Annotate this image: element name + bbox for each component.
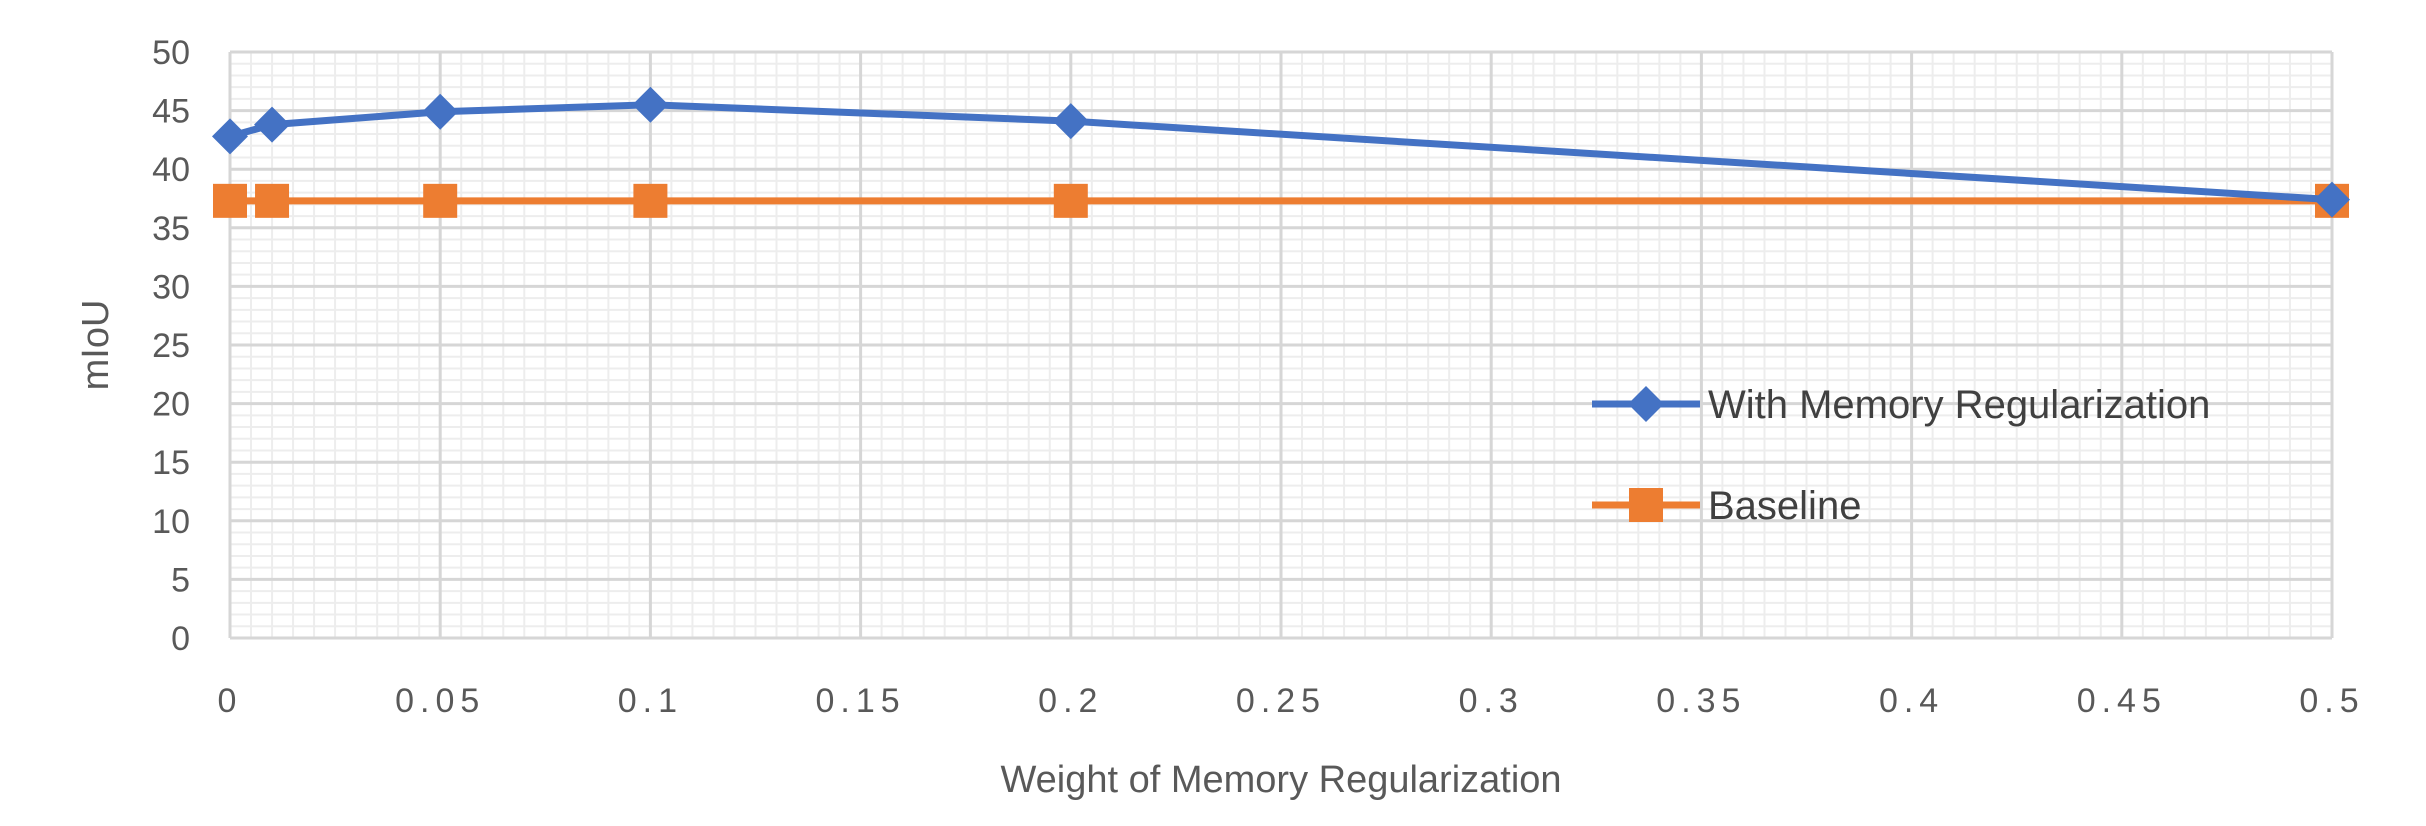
y-tick-label: 10	[152, 503, 190, 541]
y-tick-label: 25	[152, 327, 190, 365]
y-tick-label: 20	[152, 386, 190, 424]
data-point	[1053, 183, 1088, 218]
y-tick-label: 30	[152, 268, 190, 306]
y-tick-label: 5	[171, 561, 190, 599]
y-tick-label: 0	[171, 620, 190, 658]
legend-marker	[1628, 386, 1664, 422]
legend-marker	[1629, 488, 1663, 522]
y-tick-label: 50	[152, 34, 190, 72]
data-point	[633, 183, 668, 218]
data-point	[255, 183, 290, 218]
data-point	[423, 183, 458, 218]
y-axis-title: mIoU	[75, 300, 117, 391]
legend-label: Baseline	[1708, 484, 1861, 528]
y-tick-label: 40	[152, 151, 190, 189]
x-tick-label: 0.5	[2299, 682, 2364, 720]
legend-entry: With Memory Regularization	[1592, 383, 2210, 427]
x-tick-label: 0.1	[618, 682, 683, 720]
x-axis-tick-labels: 0 0.05 0.1 0.15 0.2 0.25 0.3 0.35 0.4 0.45 0.5	[218, 682, 2364, 720]
x-tick-label: 0.3	[1459, 682, 1524, 720]
series-layer	[212, 86, 2350, 218]
x-tick-label: 0.15	[816, 682, 906, 720]
x-tick-label: 0.35	[1656, 682, 1746, 720]
x-tick-label: 0.2	[1038, 682, 1103, 720]
y-tick-label: 15	[152, 444, 190, 482]
data-point	[1052, 103, 1089, 140]
series-with-memory-regularization	[212, 86, 2350, 218]
data-point	[212, 118, 248, 155]
legend-label: With Memory Regularization	[1708, 383, 2210, 427]
legend: With Memory Regularization Baseline	[1592, 383, 2210, 528]
data-point	[632, 86, 669, 123]
data-point	[254, 106, 291, 143]
data-point	[213, 183, 247, 218]
y-tick-label: 45	[152, 93, 190, 131]
y-axis-tick-labels: 0 5 10 15 20 25 30 35 40 45 50	[152, 34, 190, 658]
x-axis-title: Weight of Memory Regularization	[1000, 759, 1561, 801]
x-tick-label: 0.25	[1236, 682, 1326, 720]
x-tick-label: 0.05	[395, 682, 485, 720]
legend-entry: Baseline	[1592, 484, 1861, 528]
data-point	[422, 93, 459, 130]
major-gridlines	[228, 50, 2334, 640]
x-tick-label: 0.45	[2077, 682, 2167, 720]
y-tick-label: 35	[152, 210, 190, 248]
x-tick-label: 0	[218, 682, 243, 720]
x-tick-label: 0.4	[1879, 682, 1944, 720]
data-point	[2314, 181, 2350, 218]
